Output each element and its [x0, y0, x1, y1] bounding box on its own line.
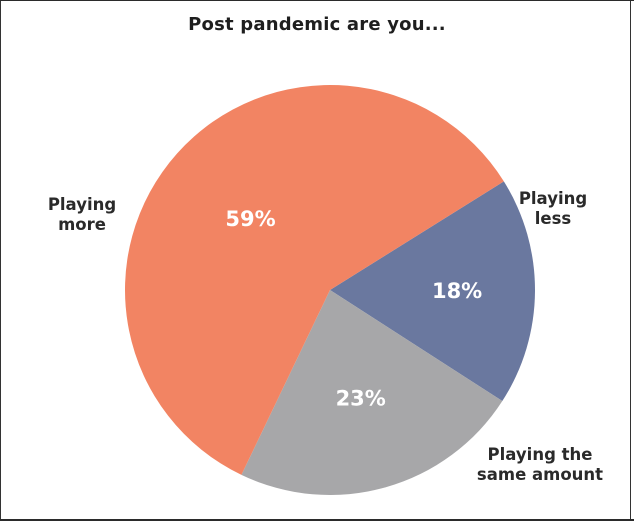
pie-slice-1: [241, 290, 503, 496]
chart-title: Post pandemic are you...: [188, 14, 446, 35]
slice-category-label-2: Playing more: [48, 195, 116, 234]
slice-category-label-0: Playing less: [519, 189, 587, 228]
slice-value-label-1: 23%: [336, 387, 386, 411]
slice-value-label-2: 59%: [225, 207, 275, 231]
slice-category-label-1: Playing the same amount: [477, 445, 603, 484]
pie-slice-0: [330, 181, 536, 402]
pie-slice-2: [125, 85, 504, 475]
slice-value-label-0: 18%: [432, 279, 482, 303]
